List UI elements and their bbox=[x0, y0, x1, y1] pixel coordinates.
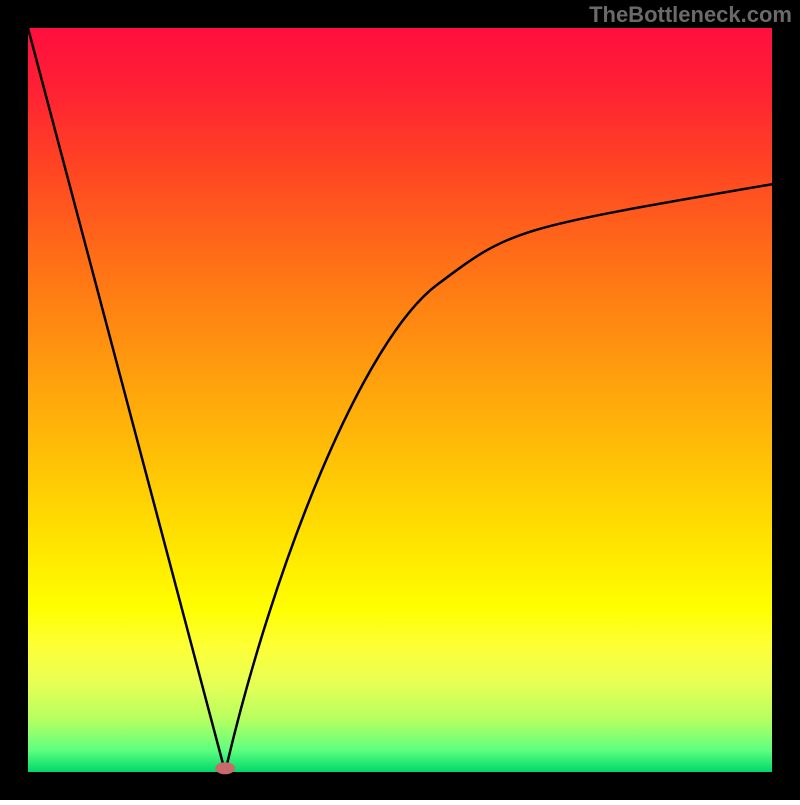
bottleneck-chart bbox=[0, 0, 800, 800]
chart-container: TheBottleneck.com bbox=[0, 0, 800, 800]
minimum-marker bbox=[215, 762, 235, 774]
watermark-text: TheBottleneck.com bbox=[589, 2, 792, 28]
chart-background bbox=[28, 28, 772, 772]
